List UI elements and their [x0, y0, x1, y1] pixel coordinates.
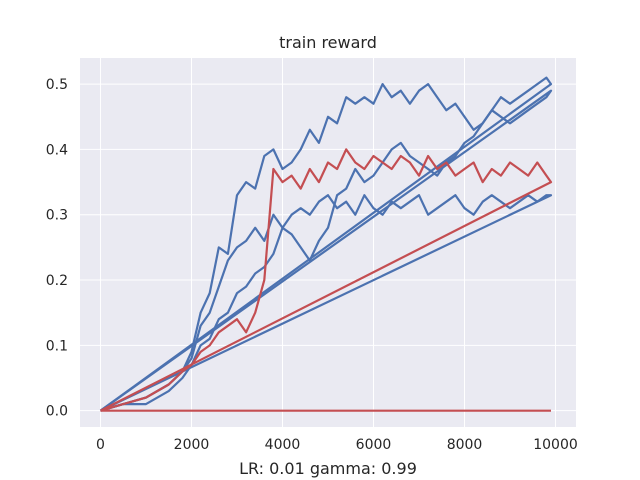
x-tick-label: 0 [96, 437, 105, 453]
series-lines [99, 76, 553, 412]
chart-title: train reward [279, 33, 377, 52]
tick-labels: 0 2000 4000 6000 8000 10000 0.0 0.1 0.2 0.3 0.4 0.5 [46, 77, 578, 453]
x-axis-label: LR: 0.01 gamma: 0.99 [239, 459, 417, 478]
x-tick-label: 2000 [174, 437, 210, 453]
x-tick-label: 8000 [447, 437, 483, 453]
y-tick-label: 0.3 [46, 208, 68, 224]
series-line-blue-2 [99, 89, 553, 412]
x-tick-label: 6000 [356, 437, 392, 453]
y-tick-label: 0.5 [46, 77, 68, 93]
grid-lines [80, 58, 576, 427]
series-line-blue-1 [99, 76, 553, 412]
series-line-red-4 [100, 148, 553, 412]
y-tick-label: 0.0 [46, 404, 68, 420]
y-tick-label: 0.2 [46, 273, 68, 289]
x-tick-label: 4000 [265, 437, 301, 453]
y-tick-label: 0.1 [46, 338, 68, 354]
x-tick-label: 10000 [533, 437, 578, 453]
y-tick-label: 0.4 [46, 142, 68, 158]
series-line-blue-3 [100, 194, 553, 412]
